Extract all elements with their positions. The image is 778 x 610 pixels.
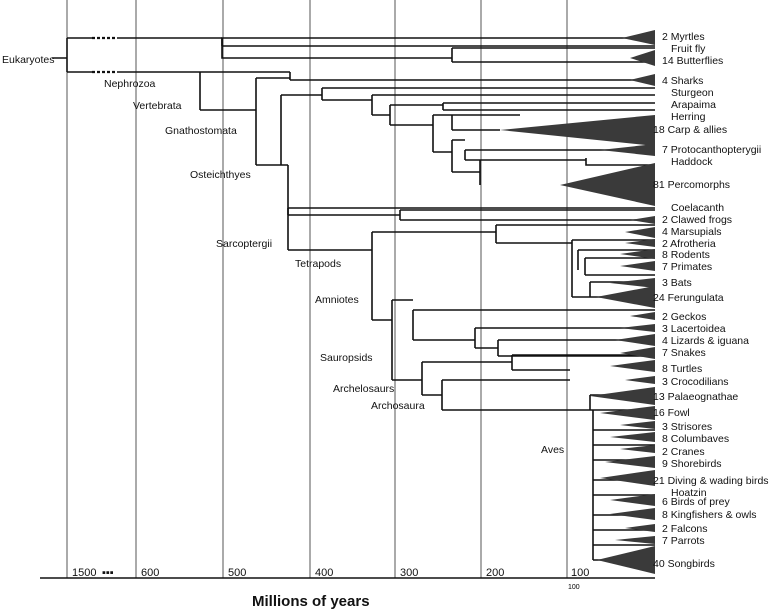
node-archosaura: Archosaura: [371, 400, 425, 412]
tip-label: 16 Fowl: [653, 407, 690, 419]
tip-label: 8 Columbaves: [662, 433, 729, 445]
root-dashes: [92, 36, 117, 74]
clade-triangles: [500, 30, 655, 574]
tip-label: Fruit fly: [671, 43, 706, 55]
tip-label: 8 Kingfishers & owls: [662, 509, 757, 521]
node-aves: Aves: [541, 444, 564, 456]
tick-600: 600: [141, 567, 159, 579]
tip-label: 3 Bats: [662, 277, 692, 289]
node-tetrapods: Tetrapods: [295, 258, 341, 270]
tip-label: 3 Crocodilians: [662, 376, 729, 388]
tip-label: Herring: [671, 111, 706, 123]
tip-label: 2 Cranes: [662, 446, 705, 458]
tip-label: 2 Geckos: [662, 311, 706, 323]
node-sarcoptergii: Sarcoptergii: [216, 238, 272, 250]
axis-title: Millions of years: [252, 593, 370, 610]
tip-label: Coelacanth: [671, 202, 724, 214]
tip-label: Sturgeon: [671, 87, 714, 99]
tip-label: 24 Ferungulata: [653, 292, 724, 304]
tick-200: 200: [486, 567, 504, 579]
tip-label: 8 Rodents: [662, 249, 710, 261]
time-grid: [66, 0, 568, 578]
tip-label: 40 Songbirds: [653, 558, 715, 570]
tip-labels: 2 Myrtles Fruit fly 14 Butterflies 4 Sha…: [653, 31, 769, 570]
tip-label: Arapaima: [671, 99, 716, 111]
tip-label: 8 Turtles: [662, 363, 702, 375]
node-osteichthyes: Osteichthyes: [190, 169, 251, 181]
tip-label: 2 Afrotheria: [662, 238, 716, 250]
tip-label: 7 Parrots: [662, 535, 705, 547]
tick-100: 100: [571, 567, 589, 579]
tip-label: Haddock: [671, 156, 713, 168]
node-gnathostomata: Gnathostomata: [165, 125, 237, 137]
tip-label: 2 Falcons: [662, 523, 708, 535]
tip-label: Hoatzin: [671, 487, 707, 499]
tip-label: 21 Diving & wading birds: [653, 475, 769, 487]
tip-label: 6 Birds of prey: [662, 496, 730, 508]
node-eukaryotes: Eukaryotes: [2, 54, 55, 66]
tip-label: 4 Lizards & iguana: [662, 335, 749, 347]
tip-label: 7 Primates: [662, 261, 712, 273]
tick-1500: 1500: [72, 567, 96, 579]
tip-label: 3 Strisores: [662, 421, 712, 433]
tip-label: 2 Myrtles: [662, 31, 705, 43]
tip-label: 7 Protocanthopterygii: [662, 144, 761, 156]
tip-label: 4 Marsupials: [662, 226, 722, 238]
node-sauropsids: Sauropsids: [320, 352, 373, 364]
tick-400: 400: [315, 567, 333, 579]
tip-label: 18 Carp & allies: [653, 124, 727, 136]
axis-break: ▪▪▪: [102, 567, 114, 579]
tree-branches: [52, 37, 655, 561]
small-100-label: 100: [568, 584, 580, 591]
tip-label: 14 Butterflies: [662, 55, 723, 67]
tip-label: 7 Snakes: [662, 347, 706, 359]
tip-label: 3 Lacertoidea: [662, 323, 726, 335]
tick-300: 300: [400, 567, 418, 579]
node-vertebrata: Vertebrata: [133, 100, 182, 112]
tip-label: 4 Sharks: [662, 75, 703, 87]
tip-label: 81 Percomorphs: [653, 179, 730, 191]
tip-label: 13 Palaeognathae: [653, 391, 738, 403]
tip-label: 9 Shorebirds: [662, 458, 722, 470]
tick-500: 500: [228, 567, 246, 579]
node-amniotes: Amniotes: [315, 294, 359, 306]
tip-label: 2 Clawed frogs: [662, 214, 732, 226]
node-archelosaurs: Archelosaurs: [333, 383, 394, 395]
node-nephrozoa: Nephrozoa: [104, 78, 156, 90]
